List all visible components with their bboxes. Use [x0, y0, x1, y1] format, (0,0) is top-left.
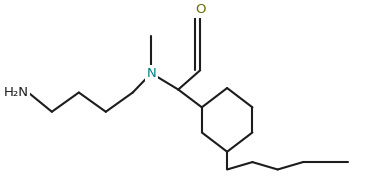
- Text: H₂N: H₂N: [3, 86, 28, 99]
- Text: O: O: [195, 3, 205, 16]
- Text: N: N: [146, 67, 156, 80]
